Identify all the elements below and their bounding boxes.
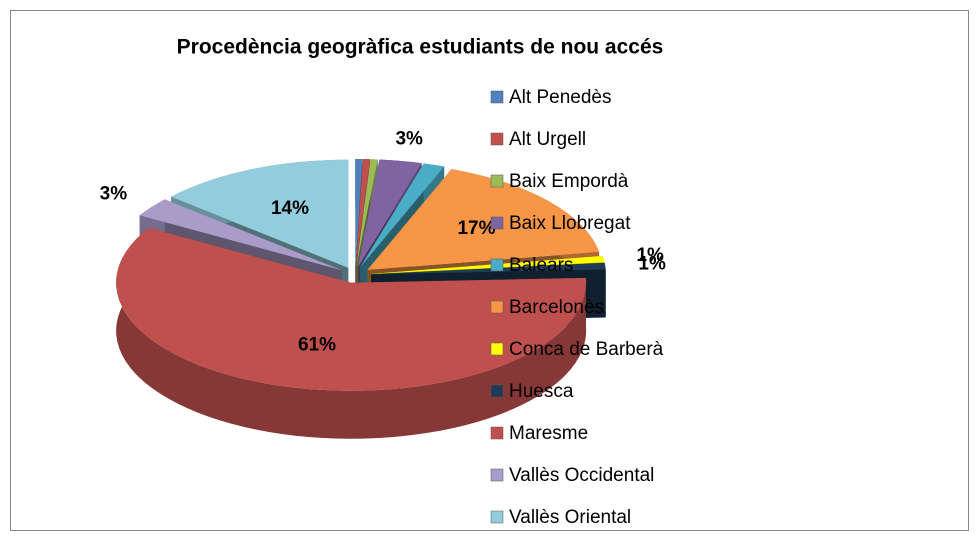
legend-swatch [490,426,504,440]
slice [367,169,600,270]
legend-label: Huesca [509,381,574,402]
data-label: 3% [100,183,128,204]
legend-label: Vallès Occidental [509,465,654,486]
data-label: 1% [638,254,666,275]
legend-swatch [490,216,504,230]
legend-label: Balears [509,255,573,276]
legend-label: Baix Empordà [509,171,629,192]
legend-label: Vallès Oriental [509,507,631,528]
data-label: 17% [457,218,495,239]
slice [355,159,363,268]
data-label: 61% [298,335,336,356]
slice-side [604,262,606,318]
legend-swatch [490,132,504,146]
legend-label: Maresme [509,423,588,444]
legend-label: Alt Urgell [509,129,586,150]
legend-label: Conca de Barberà [509,339,664,360]
legend: Alt Penedès Alt Urgell Baix Empordà Baix Ll… [490,87,664,528]
legend-swatch [490,510,504,524]
slice [116,227,587,391]
slice [356,159,378,268]
slice [370,255,605,274]
slice [360,163,445,268]
legend-swatch [490,342,504,356]
slice [139,199,343,271]
data-label: 3% [395,129,423,150]
legend-swatch [490,174,504,188]
legend-swatch [490,258,504,272]
legend-label: Baix Llobregat [509,213,631,234]
legend-swatch [490,468,504,482]
data-label: 1% [636,245,664,266]
legend-swatch [490,384,504,398]
slice [355,159,371,268]
slice [370,262,606,275]
legend-swatch [490,90,504,104]
pie: 3% 17% 1%1% 61% 3% 14% [100,129,666,439]
legend-label: Alt Penedès [509,87,611,108]
chart-title: Procedència geogràfica estudiants de nou… [177,36,664,59]
slice [171,159,349,268]
slice-side [116,227,587,439]
slice [357,159,422,268]
legend-swatch [490,300,504,314]
data-label: 14% [271,198,309,219]
legend-label: Barcelonès [509,297,604,318]
